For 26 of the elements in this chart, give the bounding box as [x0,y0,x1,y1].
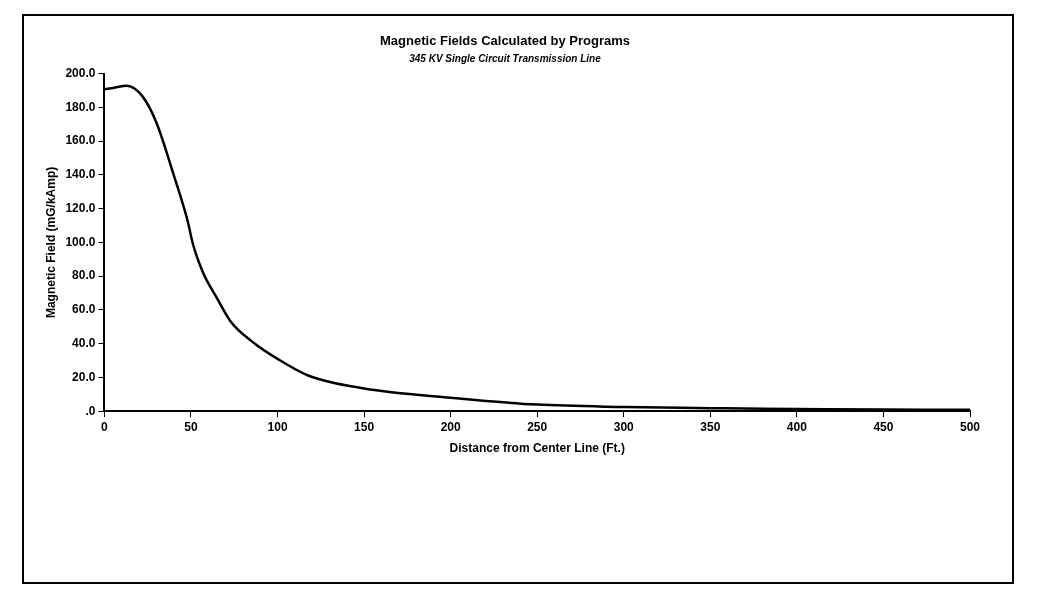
x-tick-label: 50 [184,419,198,434]
x-tick-label: 350 [700,419,721,434]
x-tick-label: 200 [440,419,461,434]
x-tick-label: 100 [267,419,288,434]
y-tick-label: 180.0 [65,99,96,114]
y-tick-label: 120.0 [65,200,96,215]
x-tick-label: 250 [527,419,548,434]
y-tick-label: 200.0 [65,65,96,80]
y-tick-label: 160.0 [65,133,96,148]
y-tick-label: 40.0 [72,335,96,350]
x-tick-label: 400 [786,419,808,434]
y-tick-label: .0 [85,403,96,418]
chart-title: Magnetic Fields Calculated by Programs [380,33,630,49]
y-tick-label: 20.0 [72,369,96,384]
x-tick-label: 450 [873,419,894,434]
y-axis-title: Magnetic Field (mG/kAmp) [43,166,58,319]
y-tick-label: 140.0 [65,167,96,182]
x-tick-label: 500 [959,419,981,434]
y-tick-label: 80.0 [72,268,96,283]
x-axis-title: Distance from Center Line (Ft.) [449,441,625,456]
chart-subtitle: 345 KV Single Circuit Transmission Line [409,53,602,65]
x-tick-label: 0 [101,419,109,434]
y-tick-label: 60.0 [72,302,96,317]
x-tick-label: 300 [613,419,635,434]
x-tick-label: 150 [354,419,375,434]
y-tick-label: 100.0 [65,234,96,249]
